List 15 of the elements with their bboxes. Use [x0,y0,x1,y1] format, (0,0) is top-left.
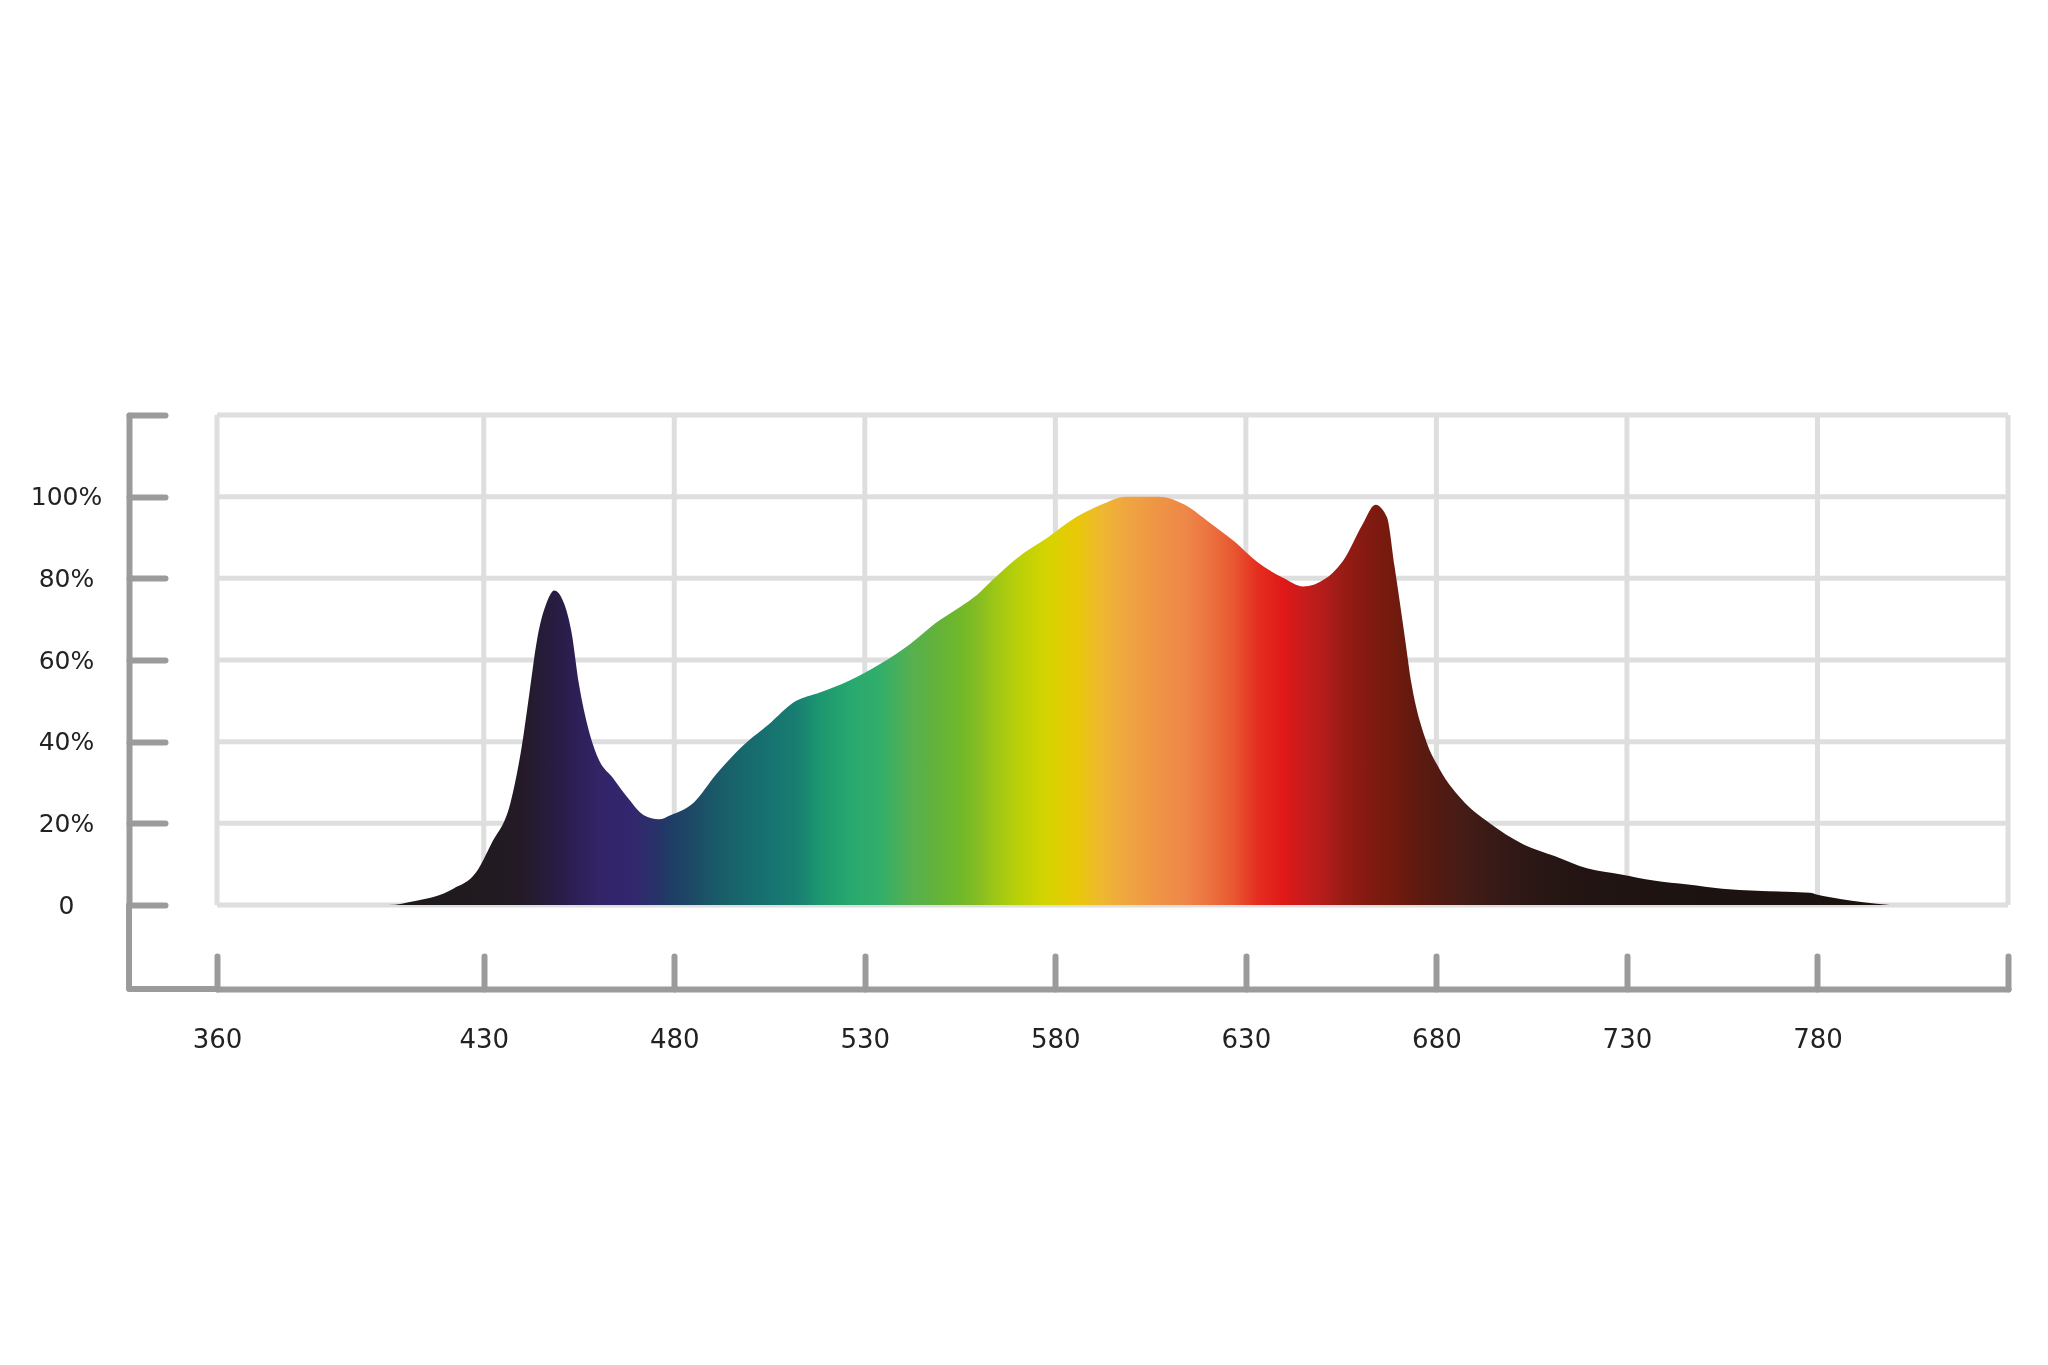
x-tick-label: 360 [192,1023,243,1054]
y-tick-label: 0 [58,890,75,920]
y-tick-label: 60% [38,645,95,675]
y-tick-label: 100% [30,482,103,512]
x-tick-label: 530 [840,1023,891,1054]
y-tick-label: 20% [38,808,95,838]
x-tick-label: 480 [649,1023,700,1054]
x-tick-label: 580 [1031,1023,1081,1054]
x-tick-label: 680 [1412,1023,1462,1054]
y-tick-label: 80% [38,563,95,593]
x-tick-label: 730 [1602,1023,1653,1054]
x-tick-label: 630 [1221,1023,1272,1054]
y-tick-label: 40% [38,727,95,757]
x-tick-label: 780 [1793,1023,1843,1054]
x-tick-label: 430 [459,1023,510,1054]
